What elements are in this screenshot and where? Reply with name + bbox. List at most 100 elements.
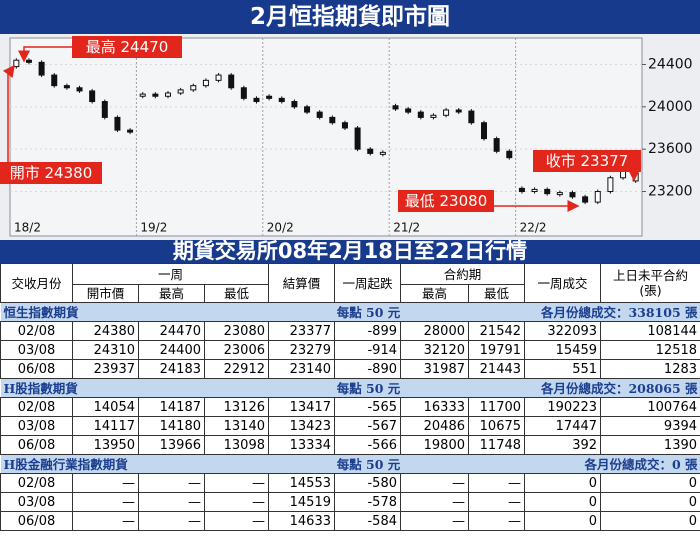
x-tick-label: 21/2	[393, 221, 420, 235]
annotation-label: 最低 23080	[405, 192, 488, 210]
data-cell: 13966	[138, 435, 205, 455]
table-title: 期貨交易所08年2月18日至22日行情	[0, 240, 700, 263]
data-cell: —	[400, 511, 469, 531]
data-cell: 551	[524, 359, 602, 379]
data-cell: 108144	[600, 321, 700, 341]
header-cell: 一周	[72, 263, 269, 285]
data-cell: 02/08	[0, 321, 73, 341]
header-cell: 交收月份	[0, 263, 73, 303]
section-row: H股指數期貨 每點 50 元各月份總成交：208065 張	[0, 378, 700, 398]
data-cell: 14633	[268, 511, 335, 531]
candle	[38, 61, 45, 76]
section-title: 恒生指數期貨	[0, 302, 269, 322]
candle	[468, 110, 475, 124]
data-cell: —	[400, 473, 469, 493]
data-cell: 19791	[467, 340, 526, 360]
section-total: 各月份總成交：208065 張	[468, 378, 700, 398]
data-cell: 100764	[600, 397, 700, 417]
table-container: 交收月份 一周 結算價 一周起跌 合約期 一周成交 上日未平合約 (張) 開市價 最高 最低 最高最…	[0, 263, 700, 542]
annotation-label: 開市 24380	[10, 164, 93, 182]
header-cell: 最低	[204, 284, 269, 303]
data-row: 03/08— — —14519 -578— —0 0	[0, 492, 700, 512]
data-cell: 02/08	[0, 397, 73, 417]
data-cell: 03/08	[0, 340, 73, 360]
candle	[139, 93, 146, 97]
annotation-box	[533, 150, 641, 172]
header-row: 交收月份 一周 結算價 一周起跌 合約期 一周成交 上日未平合約 (張)	[0, 263, 700, 303]
candle	[177, 89, 184, 94]
candle	[215, 74, 222, 81]
candle	[190, 85, 197, 91]
candle	[506, 150, 513, 159]
data-cell: 14553	[268, 473, 335, 493]
candle	[379, 151, 386, 155]
data-cell: —	[467, 511, 526, 531]
candle	[240, 87, 247, 99]
candle	[127, 129, 134, 133]
data-cell: 16333	[400, 397, 469, 417]
candle	[443, 109, 450, 116]
plot-area	[9, 37, 643, 237]
data-cell: 14519	[268, 492, 335, 512]
data-cell: —	[72, 511, 139, 531]
data-cell: 13126	[204, 397, 269, 417]
candle	[518, 187, 525, 193]
data-cell: 14117	[72, 416, 139, 436]
annotation-label: 收市 23377	[546, 152, 629, 170]
x-tick-label: 19/2	[140, 221, 167, 235]
data-cell: 23279	[268, 340, 335, 360]
data-cell: 32120	[400, 340, 469, 360]
data-cell: 0	[524, 473, 602, 493]
candle	[329, 116, 336, 124]
header-cell: 一周成交	[524, 263, 602, 303]
candle	[493, 138, 500, 152]
data-cell: -584	[334, 511, 401, 531]
data-cell: 10675	[467, 416, 526, 436]
data-cell: —	[138, 473, 205, 493]
data-cell: 24380	[72, 321, 139, 341]
data-cell: 392	[524, 435, 602, 455]
candle	[291, 101, 298, 108]
header-cell: 最高	[138, 284, 205, 303]
data-row: 06/08 13950 13966 13098 13334 -566 19800 11748 3…	[0, 435, 700, 455]
section-total: 各月份總成交：338105 張	[468, 302, 700, 322]
candle	[569, 192, 576, 198]
data-cell: 15459	[524, 340, 602, 360]
data-cell: 13098	[204, 435, 269, 455]
data-cell: 02/08	[0, 473, 73, 493]
candle	[304, 106, 311, 113]
data-cell: 24470	[138, 321, 205, 341]
data-cell: -914	[334, 340, 401, 360]
data-row: 02/08 24380 24470 23080 23377 -899 28000 21542 3…	[0, 321, 700, 341]
candle	[354, 127, 361, 150]
data-cell: 03/08	[0, 416, 73, 436]
data-cell: -580	[334, 473, 401, 493]
data-cell: -566	[334, 435, 401, 455]
candle	[531, 188, 538, 193]
data-cell: 23140	[268, 359, 335, 379]
data-cell: 13334	[268, 435, 335, 455]
candle	[202, 79, 209, 87]
candle	[63, 85, 70, 89]
data-cell: —	[204, 492, 269, 512]
annotation-box	[72, 36, 182, 58]
section-title: H股指數期貨	[0, 378, 269, 398]
candle	[114, 116, 121, 131]
data-cell: 11748	[467, 435, 526, 455]
candle	[89, 90, 96, 103]
data-cell: -565	[334, 397, 401, 417]
header-cell: 最高	[400, 284, 469, 303]
data-cell: 1390	[600, 435, 700, 455]
chart-title: 2月恒指期貨即市圖	[0, 0, 700, 34]
data-cell: —	[72, 492, 139, 512]
candle	[165, 92, 171, 97]
data-cell: 190223	[524, 397, 602, 417]
candle	[417, 111, 424, 118]
data-cell: 0	[600, 473, 700, 493]
candle	[556, 192, 563, 196]
data-cell: 20486	[400, 416, 469, 436]
y-tick-label: 23200	[648, 184, 693, 200]
candle	[25, 59, 32, 63]
data-cell: 24310	[72, 340, 139, 360]
candle	[341, 122, 348, 129]
